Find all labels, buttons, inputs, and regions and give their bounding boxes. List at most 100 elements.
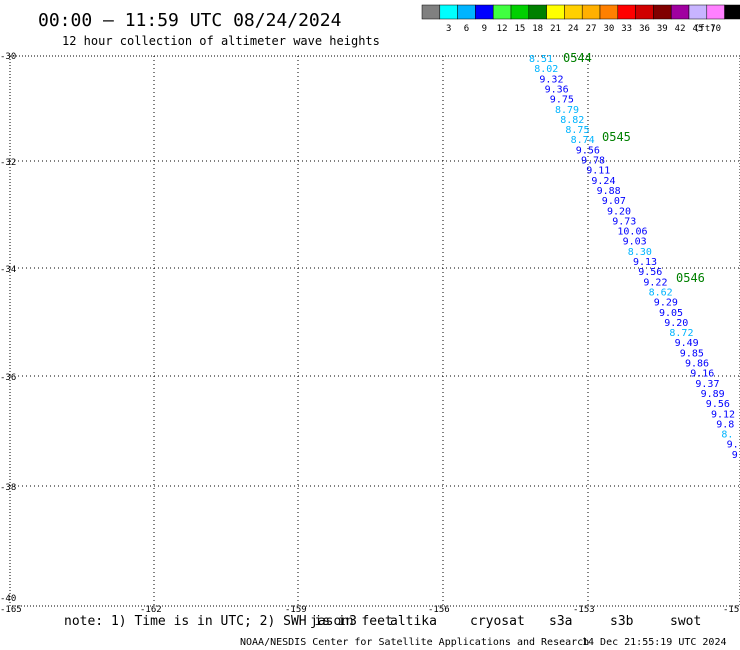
footer-credit: NOAA/NESDIS Center for Satellite Applica… [240, 637, 589, 648]
swh-observation: 9.86 [685, 359, 709, 370]
pass-label-0545: 0545 [602, 130, 631, 144]
x-tick-label: -15 [723, 605, 739, 615]
pass-label-0546: 0546 [676, 271, 705, 285]
colorbar-swatch [581, 4, 601, 20]
swh-observation: 8.75 [565, 125, 589, 136]
lat-lon-grid [10, 56, 740, 606]
legend-item-s3b: s3b [610, 614, 634, 629]
colorbar-swatch [688, 4, 708, 20]
colorbar-tick-label: 70 [710, 24, 721, 34]
colorbar-swatch [653, 4, 672, 20]
colorbar-swatch [475, 4, 494, 20]
swh-observation: 9.88 [597, 186, 621, 197]
x-tick-label: -159 [285, 605, 307, 615]
swh-observation: 8.79 [555, 105, 579, 116]
colorbar-tick-label: 15 [514, 24, 525, 34]
swh-observation: 9.32 [539, 74, 563, 85]
colorbar-tick-label: 42 [675, 24, 686, 34]
colorbar-swatch [457, 4, 476, 20]
colorbar-tick-label: 24 [568, 24, 579, 34]
y-tick-label: -38 [0, 483, 16, 493]
x-tick-label: -156 [428, 605, 450, 615]
swh-observation: 8.51 [529, 54, 553, 65]
swh-observation: 9. [727, 440, 739, 451]
swh-observation: 9.49 [675, 338, 699, 349]
swh-observation: 8.30 [628, 247, 652, 258]
swh-observation: 9.29 [654, 298, 678, 309]
colorbar-legend: 3 6 9 12 15 18 21 24 27 30 33 36 39 42 45 70 [421, 4, 740, 34]
swh-observation: 8.62 [649, 288, 673, 299]
swh-observation: 8.74 [571, 135, 595, 146]
colorbar-swatch [670, 4, 690, 20]
map-subtitle: 12 hour collection of altimeter wave hei… [62, 34, 380, 48]
colorbar-tick-label: 6 [464, 24, 469, 34]
swh-observation: 8.72 [669, 328, 693, 339]
colorbar-swatch [635, 4, 654, 20]
colorbar-tick-label: 36 [639, 24, 650, 34]
swh-observation: 9.22 [643, 277, 667, 288]
colorbar-tick-label: 27 [586, 24, 597, 34]
colorbar-swatch [510, 4, 530, 20]
plot-area [9, 55, 740, 607]
colorbar-swatch [706, 4, 725, 20]
swh-observation: 9.73 [612, 216, 636, 227]
colorbar-tick-label: 9 [482, 24, 487, 34]
swh-observation: 9.56 [706, 399, 730, 410]
legend-item-jason3: jason3 [310, 614, 357, 629]
colorbar-tick-label: 21 [550, 24, 561, 34]
swh-observation: 9.07 [602, 196, 626, 207]
colorbar-swatch [724, 4, 740, 20]
colorbar-swatch [617, 4, 636, 20]
y-tick-label: -36 [0, 373, 16, 383]
colorbar-swatch [546, 4, 565, 20]
colorbar-tick-label: 12 [497, 24, 508, 34]
y-tick-label: -32 [0, 158, 16, 168]
colorbar-tick-label: 45 [692, 24, 703, 34]
x-tick-label: -165 [0, 605, 22, 615]
swh-observation: 9.11 [586, 166, 610, 177]
colorbar-tick-label: 3 [446, 24, 451, 34]
swh-observation: 9.8 [716, 419, 734, 430]
colorbar-unit: (ft) [694, 24, 716, 34]
swh-observation: 9.89 [701, 389, 725, 400]
colorbar-swatch [421, 4, 441, 20]
swh-observation: 9.20 [607, 206, 631, 217]
swh-observation: 9.85 [680, 348, 704, 359]
y-tick-label: -30 [0, 52, 16, 62]
y-tick-label: -40 [0, 594, 16, 604]
swh-observation: 10.06 [617, 227, 647, 238]
pass-label-0544: 0544 [563, 51, 592, 65]
swh-observation: 9.16 [690, 369, 714, 380]
x-tick-label: -162 [140, 605, 162, 615]
swh-observation: 9.75 [550, 95, 574, 106]
legend-item-cryosat: cryosat [470, 614, 525, 629]
swh-observation: 9.37 [695, 379, 719, 390]
colorbar-swatch [492, 4, 512, 20]
observation-track: 8.518.029.329.369.758.798.828.758.749.56… [529, 54, 739, 461]
colorbar-tick-label: 30 [603, 24, 614, 34]
map-title: 00:00 – 11:59 UTC 08/24/2024 [38, 10, 341, 31]
colorbar-tick-label: 18 [532, 24, 543, 34]
swh-observation: 9.78 [581, 156, 605, 167]
colorbar-swatch [528, 4, 547, 20]
swh-observation: 9.56 [576, 145, 600, 156]
swh-observation: 9.12 [711, 409, 735, 420]
legend-item-swot: swot [670, 614, 701, 629]
swh-observation: 8.82 [560, 115, 584, 126]
swh-observation: 9.20 [664, 318, 688, 329]
y-tick-label: -34 [0, 265, 16, 275]
x-tick-label: -153 [573, 605, 595, 615]
colorbar-tick-label: 33 [621, 24, 632, 34]
swh-observation: 8.02 [534, 64, 558, 75]
satellite-legend: jason3 altika cryosat s3a s3b swot [310, 614, 701, 629]
footer-timestamp: 14 Dec 21:55:19 UTC 2024 [582, 637, 727, 648]
colorbar-swatch [599, 4, 619, 20]
note-text: note: 1) Time is in UTC; 2) SWH is in fe… [64, 614, 393, 629]
swh-observation: 9.05 [659, 308, 683, 319]
swh-observation: 9.36 [545, 85, 569, 96]
colorbar-swatch [439, 4, 458, 20]
swh-observation: 9.03 [623, 237, 647, 248]
colorbar-swatch [564, 4, 583, 20]
legend-item-altika: altika [390, 614, 437, 629]
